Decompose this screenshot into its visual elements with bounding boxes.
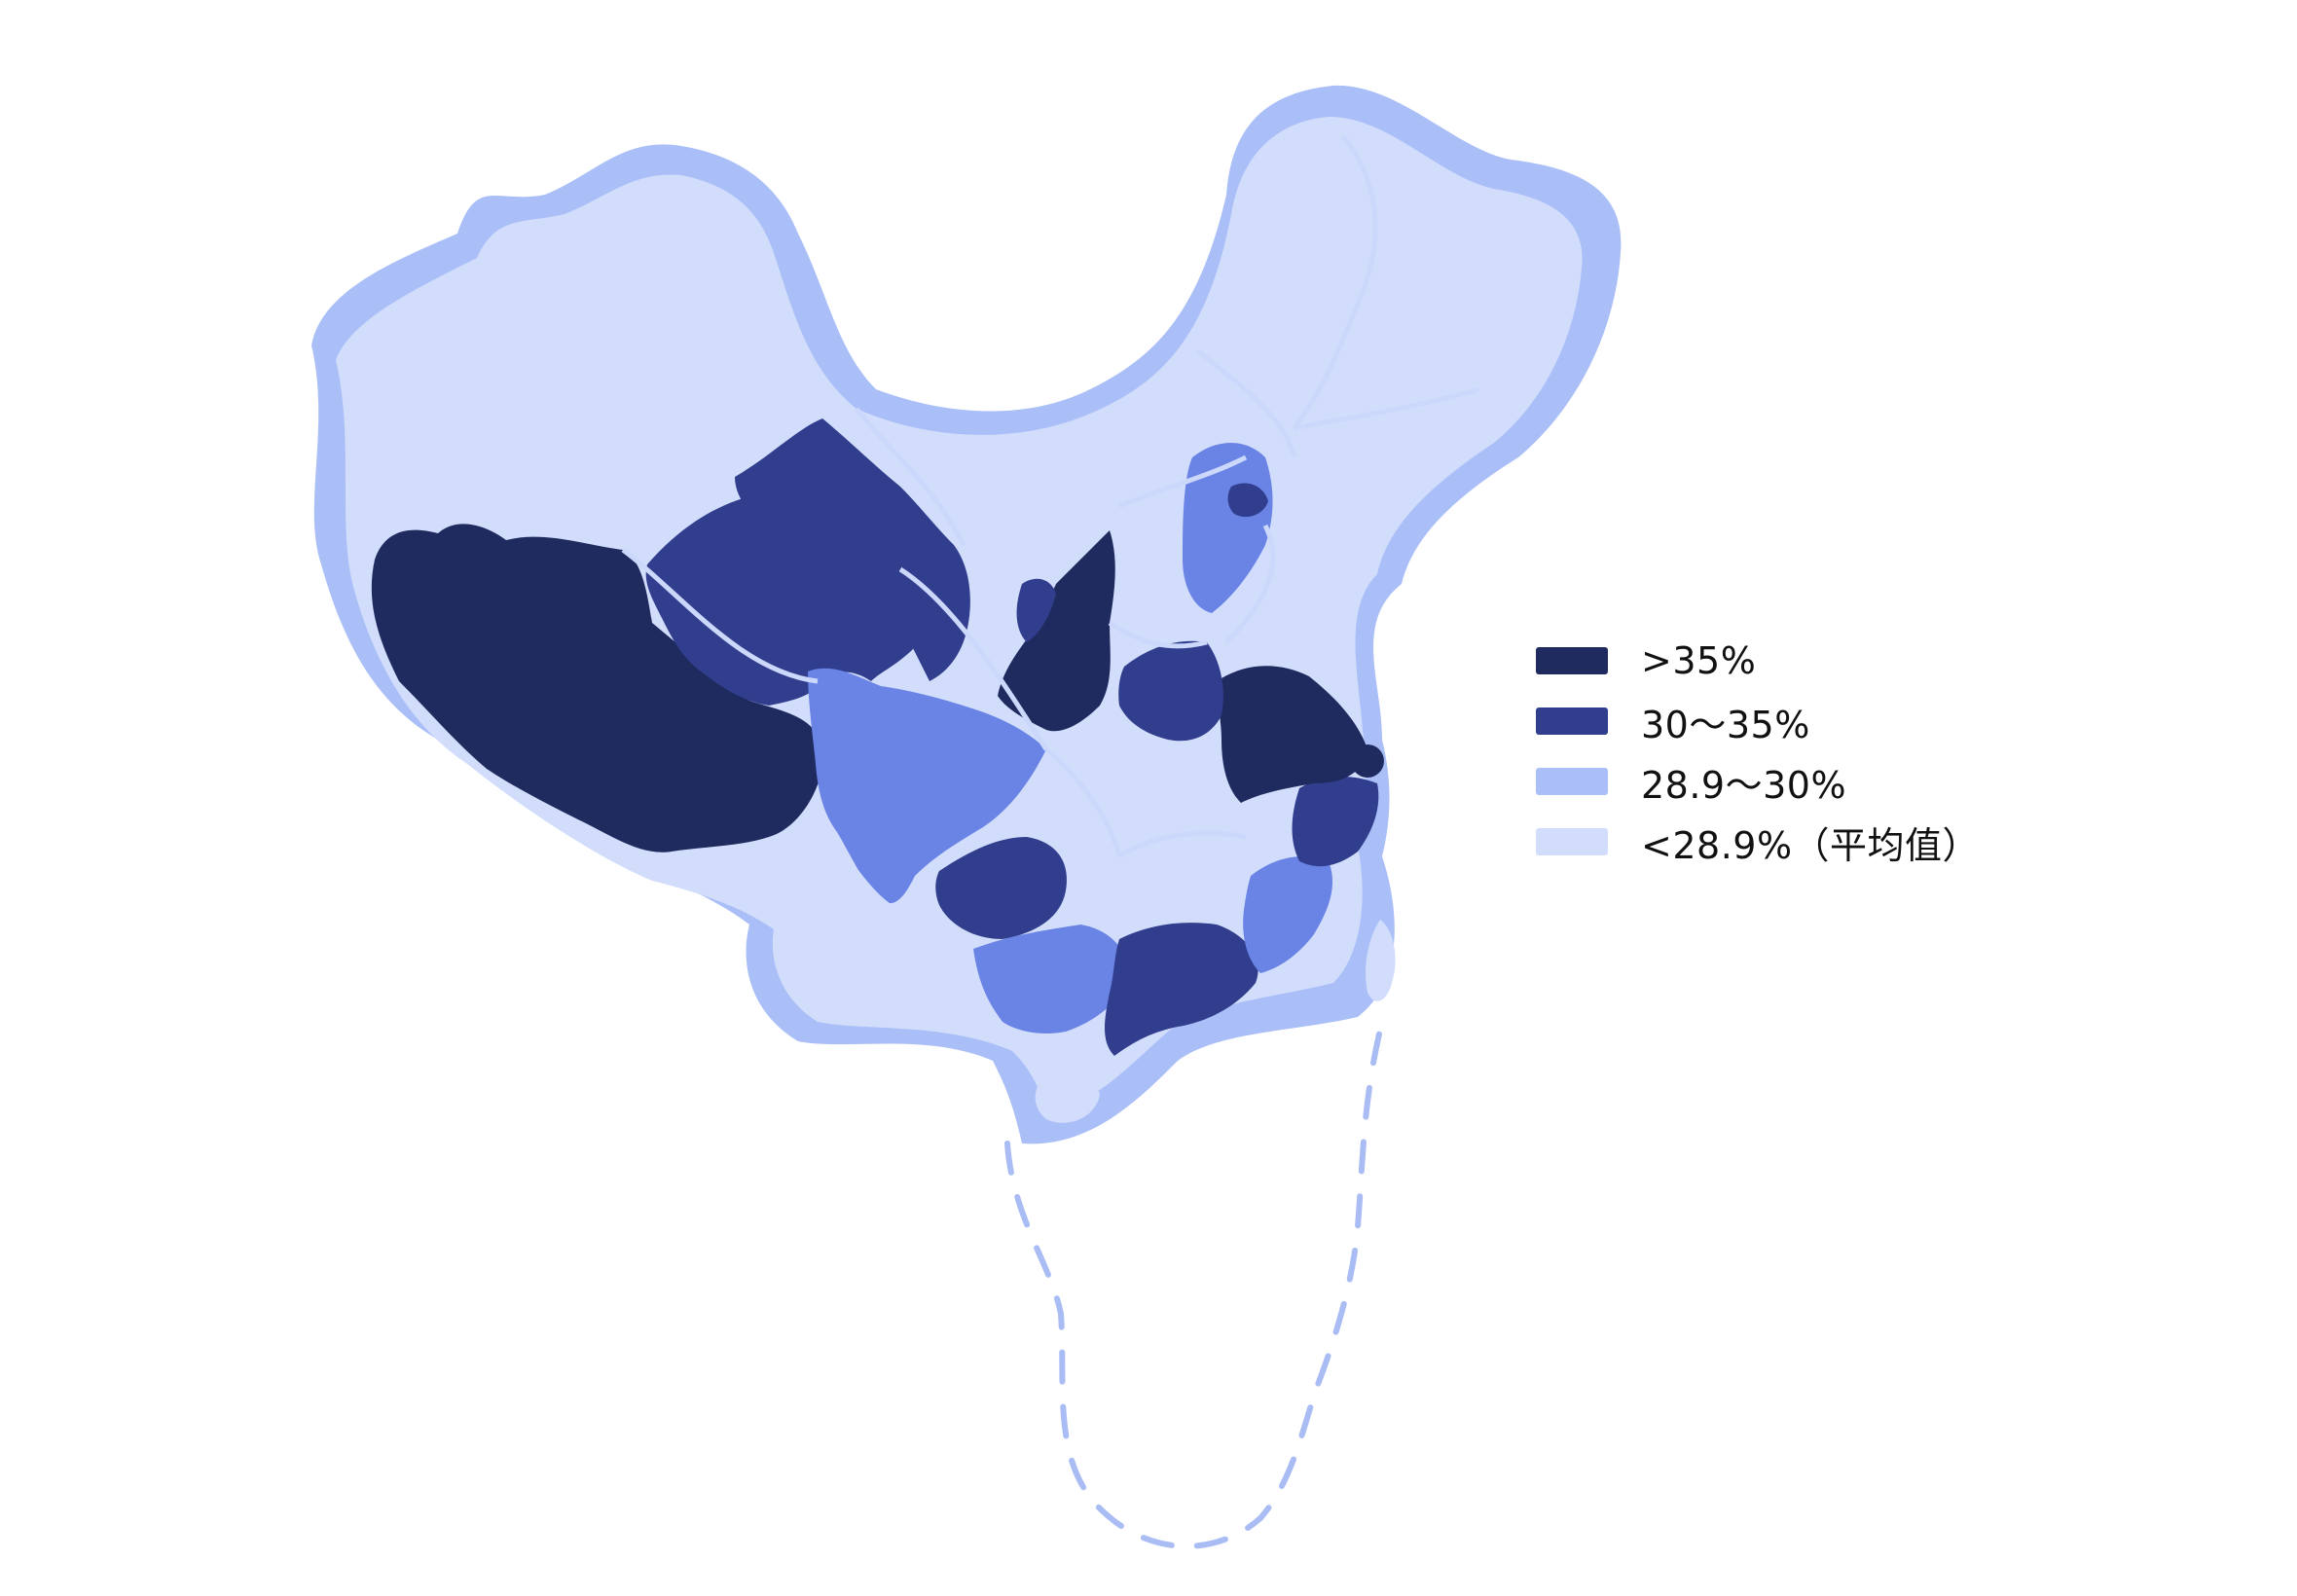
legend: >35% 30～35% 28.9～30% <28.9%（平均值） (1536, 631, 1980, 872)
legend-swatch (1536, 828, 1608, 855)
region-shanghai (1351, 744, 1384, 778)
legend-label: 30～35% (1641, 703, 1810, 746)
legend-label: 28.9～30% (1641, 763, 1847, 807)
region-yunnan (771, 856, 939, 1019)
region-ningxia (1016, 578, 1056, 642)
region-guizhou (935, 837, 1067, 939)
legend-swatch (1536, 647, 1608, 674)
region-gansu (735, 418, 970, 681)
south-sea-dashed-line (1004, 1019, 1385, 1549)
region-henan (1118, 640, 1223, 742)
region-tibet (371, 524, 823, 852)
legend-item-30-35: 30～35% (1536, 691, 1980, 751)
region-fujian (1243, 856, 1333, 973)
region-beijing (1227, 483, 1268, 518)
region-zhejiang (1292, 777, 1379, 867)
legend-label: <28.9%（平均值） (1641, 823, 1981, 867)
region-guangdong (1105, 923, 1258, 1056)
region-taiwan (1366, 920, 1396, 1001)
region-sichuan (808, 668, 1046, 904)
legend-item-lt28.9: <28.9%（平均值） (1536, 812, 1980, 872)
region-hainan (1035, 1075, 1100, 1123)
legend-swatch (1536, 707, 1608, 735)
legend-label: >35% (1641, 639, 1757, 682)
legend-item-28.9-30: 28.9～30% (1536, 751, 1980, 812)
region-jiangsu (1217, 666, 1367, 803)
legend-swatch (1536, 768, 1608, 795)
legend-item-gt35: >35% (1536, 631, 1980, 691)
region-shaanxi (998, 530, 1115, 732)
province-borders (621, 134, 1480, 859)
region-guangxi (973, 925, 1129, 1034)
